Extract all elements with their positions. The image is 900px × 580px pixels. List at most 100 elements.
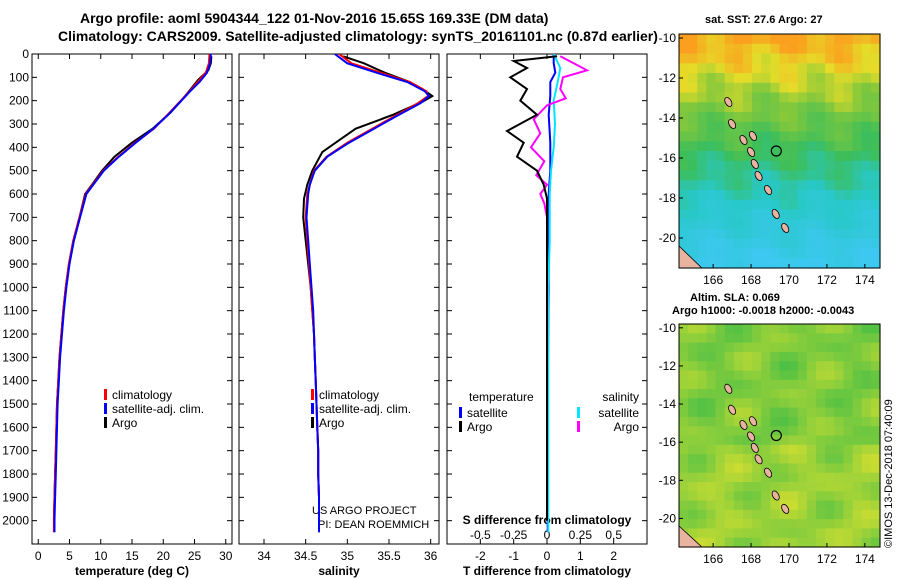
sla-map-cell [724, 500, 735, 511]
sst-map-cell [706, 82, 717, 94]
sla-map-cell [852, 519, 863, 529]
sla-map-cell [724, 389, 735, 399]
sst-map-cell [724, 92, 735, 103]
sla-map-cell [825, 416, 835, 427]
sst-map-cell [733, 209, 744, 220]
sla-map-cell [715, 472, 726, 483]
sst-map-cell [788, 102, 799, 113]
sla-map-cell [834, 537, 844, 548]
sla-map-cell [825, 537, 835, 548]
difference-xtick-label: 1 [577, 549, 584, 563]
sst-map-cell [770, 63, 781, 74]
sla-map-cell [761, 351, 771, 362]
sst-map-cell [797, 248, 808, 259]
sst-map-xtick-label: 168 [741, 273, 761, 287]
sla-map-cell [861, 333, 872, 344]
sla-map-cell [743, 444, 753, 455]
sst-map-cell [715, 229, 726, 240]
sst-map-cell [861, 121, 872, 133]
sla-map-cell [816, 351, 826, 362]
sst-map-cell [843, 102, 854, 113]
sla-map-cell [788, 463, 799, 474]
sst-map-cell [724, 63, 735, 74]
sst-map-cell [679, 209, 689, 220]
sst-map-cell [797, 73, 808, 84]
sst-map-cell [706, 209, 717, 220]
sla-map-cell [816, 454, 826, 464]
sla-map-cell [752, 333, 762, 344]
sst-map-cell [788, 34, 799, 45]
sst-map-cell [788, 190, 799, 201]
sla-map-cell [852, 398, 863, 409]
sla-map-cell [852, 407, 863, 418]
sst-map-cell [688, 121, 698, 133]
sst-map-cell [697, 219, 707, 230]
sst-map-cell [688, 248, 698, 259]
sst-map-cell [779, 238, 790, 250]
sla-map-cell [861, 379, 872, 390]
sst-map-cell [697, 73, 707, 84]
sla-map-title: Altim. SLA: 0.069 [690, 292, 780, 304]
sla-map-cell [733, 333, 744, 344]
sst-map-cell [733, 180, 744, 191]
sla-map-cell [779, 389, 790, 399]
sla-map-cell [788, 537, 799, 548]
sla-map-cell [688, 389, 698, 399]
sst-map-cell [779, 209, 790, 220]
sla-map-float-marker [770, 429, 782, 442]
sla-map-cell [797, 379, 808, 390]
sst-map-cell [843, 131, 854, 142]
sst-map-cell [861, 63, 872, 74]
island-shape [764, 185, 773, 195]
salinity-legend-label: Argo [319, 416, 345, 430]
sla-map-cell [861, 519, 872, 529]
sla-map-cell [816, 519, 826, 529]
sla-map-cell [733, 491, 744, 502]
sla-map-cell [834, 435, 844, 446]
sla-map-cell [724, 379, 735, 390]
sst-map-cell [779, 112, 790, 123]
sla-map-cell [825, 351, 835, 362]
sla-map-cell [870, 528, 881, 539]
sst-map-cell [761, 63, 771, 74]
sst-map-cell [770, 92, 781, 103]
sst-map-cell [688, 102, 698, 113]
sst-map-cell [861, 53, 872, 64]
sst-map-cell [825, 209, 835, 220]
sst-map-cell [715, 63, 726, 74]
sla-map-cell [761, 482, 771, 492]
sla-map-cell [715, 351, 726, 362]
sla-map-cell [806, 444, 817, 455]
sst-map-cell [743, 73, 753, 84]
sla-map-cell [706, 426, 717, 437]
island-shape [747, 431, 756, 442]
sla-map-cell [761, 444, 771, 455]
sst-map-cell [724, 248, 735, 259]
sla-map-cell [715, 500, 726, 511]
sst-map-cell [843, 73, 854, 84]
sla-map-cell [870, 435, 881, 446]
sla-map-cell [706, 482, 717, 492]
sst-map-cell [825, 258, 835, 269]
sst-map-cell [688, 82, 698, 94]
sla-map-cell [697, 454, 707, 464]
sst-map-cell [861, 190, 872, 201]
sla-map-cell [743, 482, 753, 492]
sla-map-cell [770, 407, 781, 418]
sst-map-cell [870, 248, 881, 259]
sla-map-cell [733, 370, 744, 381]
depth-tick-label: 600 [9, 187, 29, 201]
sst-map-cell [797, 92, 808, 103]
sst-map-cell [788, 151, 799, 162]
sla-map-cell [870, 463, 881, 474]
sst-map-cell [825, 229, 835, 240]
sla-map-cell [797, 500, 808, 511]
sla-map-cell [861, 351, 872, 362]
sst-map-cell [797, 258, 808, 269]
sla-map-cell [715, 361, 726, 372]
sla-map-cell [797, 370, 808, 381]
sla-map-cell [706, 528, 717, 539]
sla-map-cell [852, 342, 863, 353]
sla-map-cell [706, 379, 717, 390]
sst-map-cell [752, 238, 762, 250]
